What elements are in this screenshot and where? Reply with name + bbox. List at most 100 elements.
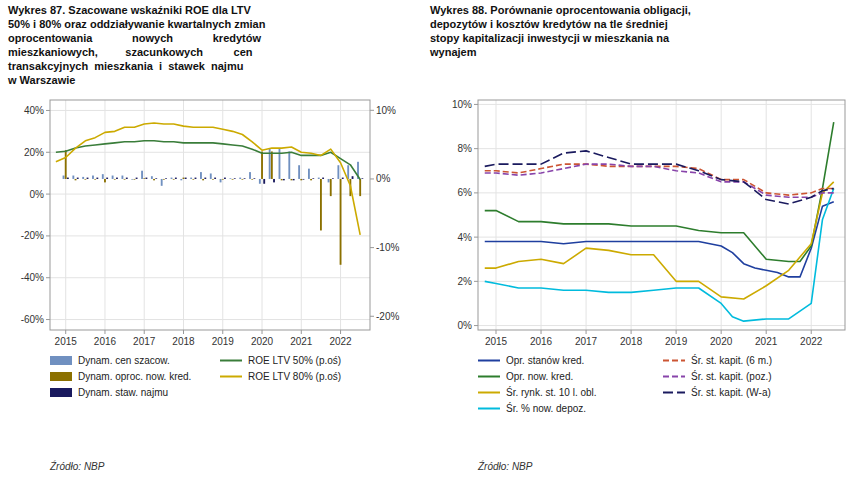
y-tick xyxy=(474,237,478,238)
legend-label: Śr. st. kapit. (W-a) xyxy=(691,386,771,398)
title-line: Wykres 87. Szacowane wskaźniki ROE dla L… xyxy=(8,4,252,16)
bar xyxy=(320,179,322,230)
bar xyxy=(67,178,69,179)
bar xyxy=(121,176,123,179)
bar xyxy=(87,178,89,179)
legend-swatch xyxy=(663,376,685,378)
bar xyxy=(318,178,320,179)
x-tick-label: 2019 xyxy=(665,336,688,347)
y2-tick-label: 10% xyxy=(376,105,396,116)
x-tick-label: 2020 xyxy=(710,336,733,347)
grid-line xyxy=(340,100,341,330)
bar xyxy=(322,178,324,179)
y2-tick xyxy=(370,178,374,179)
legend-label: Opr. now. kred. xyxy=(506,371,573,382)
grid-line xyxy=(183,100,184,330)
bar xyxy=(75,179,77,180)
chart-panel: Wykres 88. Porównanie oprocentowania obl… xyxy=(429,4,845,472)
bar xyxy=(202,179,204,180)
x-tick xyxy=(262,330,263,334)
legend-label: ROE LTV 80% (p.oś) xyxy=(248,371,341,382)
grid-line xyxy=(301,100,302,330)
source-note: Źródło: NBP xyxy=(49,460,105,472)
bar xyxy=(241,178,243,180)
grid-line xyxy=(496,100,497,330)
x-tick xyxy=(144,330,145,334)
x-tick xyxy=(721,330,722,334)
bar xyxy=(145,178,147,179)
bar xyxy=(153,179,155,180)
grid-line xyxy=(65,100,66,330)
legend-label: Dynam. oproc. now. kred. xyxy=(78,371,191,382)
legend-swatch xyxy=(478,376,500,378)
grid-line xyxy=(478,192,845,193)
x-tick-label: 2018 xyxy=(172,336,195,347)
x-tick-label: 2017 xyxy=(575,336,598,347)
bar xyxy=(190,178,192,179)
bar xyxy=(271,151,273,178)
y-tick-label: 0% xyxy=(30,189,45,200)
x-tick-label: 2020 xyxy=(251,336,274,347)
legend-label: Śr. st. kapit. (poz.) xyxy=(691,370,772,382)
bar xyxy=(283,179,285,180)
y-tick xyxy=(474,192,478,193)
bar xyxy=(328,179,330,182)
y-tick xyxy=(46,235,50,236)
x-tick-label: 2015 xyxy=(55,336,78,347)
title-line: 50% i 80% oraz oddziaływanie kwartalnych… xyxy=(8,18,266,30)
bar xyxy=(133,178,135,180)
y-tick xyxy=(46,277,50,278)
line-series xyxy=(485,151,834,204)
bar xyxy=(173,178,175,180)
bar xyxy=(185,178,187,179)
grid-line xyxy=(586,100,587,330)
legend-swatch xyxy=(220,376,242,378)
x-tick-label: 2022 xyxy=(800,336,823,347)
y2-tick-label: 0% xyxy=(376,173,391,184)
bar xyxy=(261,151,263,178)
bar xyxy=(63,176,65,179)
bar xyxy=(92,176,94,179)
bar xyxy=(212,178,214,180)
y2-tick-label: -10% xyxy=(376,242,399,253)
bar xyxy=(165,178,167,180)
bar xyxy=(82,177,84,179)
x-tick xyxy=(541,330,542,334)
legend-swatch xyxy=(50,388,72,397)
grid-line xyxy=(50,152,370,153)
grid-line xyxy=(631,100,632,330)
bar xyxy=(163,178,165,180)
title-line: w Warszawie xyxy=(7,74,75,86)
y-tick-label: -40% xyxy=(21,272,44,283)
y2-tick xyxy=(370,110,374,111)
x-tick-label: 2016 xyxy=(94,336,117,347)
legend-label: ROE LTV 50% (p.oś) xyxy=(248,355,341,366)
bar xyxy=(298,165,300,179)
x-tick-label: 2021 xyxy=(755,336,778,347)
legend-label: Śr. % now. depoz. xyxy=(506,402,586,414)
x-tick xyxy=(340,330,341,334)
y-tick xyxy=(474,148,478,149)
grid-line xyxy=(478,148,845,149)
marks xyxy=(485,122,834,321)
x-tick-label: 2015 xyxy=(485,336,508,347)
bar xyxy=(151,176,153,179)
bar xyxy=(332,178,334,180)
plot-frame xyxy=(50,100,370,330)
legend-swatch xyxy=(50,356,72,365)
bar xyxy=(112,176,114,179)
x-tick-label: 2016 xyxy=(530,336,553,347)
bar xyxy=(210,173,212,178)
x-tick-label: 2022 xyxy=(329,336,352,347)
bar xyxy=(155,178,157,180)
bar xyxy=(195,178,197,179)
bar xyxy=(192,178,194,180)
y-tick xyxy=(474,325,478,326)
bar xyxy=(72,176,74,179)
x-tick-label: 2019 xyxy=(212,336,235,347)
x-tick-label: 2021 xyxy=(290,336,313,347)
line-series xyxy=(485,164,834,197)
legend-label: Dynam. staw. najmu xyxy=(78,387,168,398)
bar xyxy=(104,179,106,182)
legend-swatch xyxy=(478,360,500,362)
